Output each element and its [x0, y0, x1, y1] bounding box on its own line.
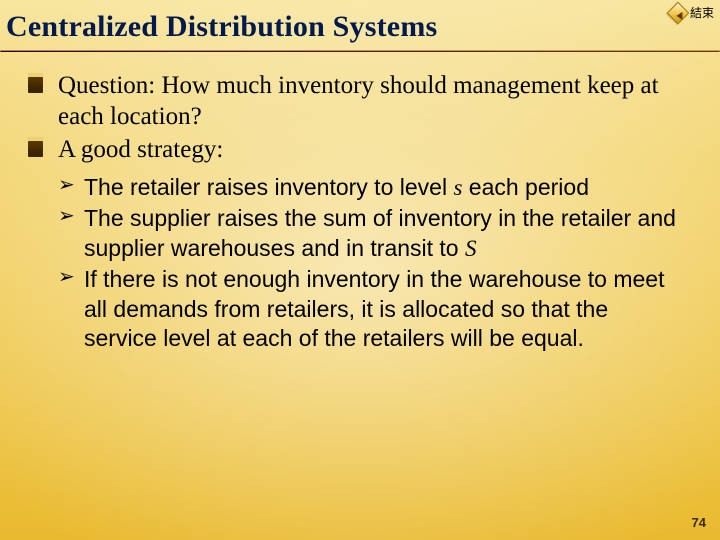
level2-pre: The supplier raises the sum of inventory… — [84, 205, 676, 260]
slide-header: Centralized Distribution Systems 結束 — [0, 0, 720, 52]
level1-list: Question: How much inventory should mana… — [54, 70, 682, 165]
slide-title: Centralized Distribution Systems — [6, 10, 704, 44]
level2-pre: If there is not enough inventory in the … — [84, 266, 664, 351]
end-button-label: 結束 — [690, 4, 714, 21]
level2-list: The retailer raises inventory to level s… — [82, 173, 682, 354]
level1-text: Question: How much inventory should mana… — [58, 72, 659, 130]
title-underline — [0, 50, 720, 52]
back-arrow-icon — [667, 1, 690, 24]
slide-body: Question: How much inventory should mana… — [0, 52, 720, 354]
level2-pre: The retailer raises inventory to level — [84, 174, 453, 200]
level1-text: A good strategy: — [58, 136, 223, 163]
level2-post: each period — [462, 174, 589, 200]
level1-item: Question: How much inventory should mana… — [54, 70, 682, 132]
level2-item: The retailer raises inventory to level s… — [82, 173, 682, 202]
level2-item: If there is not enough inventory in the … — [82, 265, 682, 353]
page-number: 74 — [692, 515, 706, 530]
end-button[interactable]: 結束 — [670, 4, 714, 21]
level2-em: S — [465, 236, 477, 261]
level1-item: A good strategy: — [54, 134, 682, 165]
level2-item: The supplier raises the sum of inventory… — [82, 204, 682, 263]
